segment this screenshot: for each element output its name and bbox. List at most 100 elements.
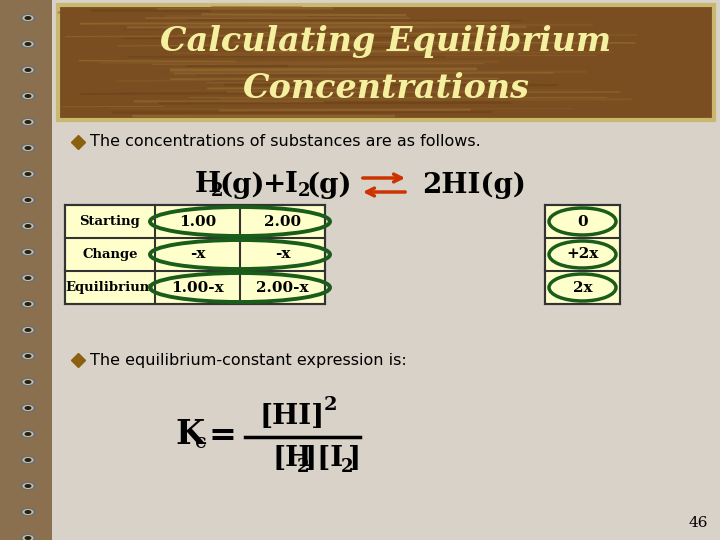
Text: H: H	[195, 172, 221, 199]
Ellipse shape	[20, 482, 36, 490]
Text: The concentrations of substances are as follows.: The concentrations of substances are as …	[90, 134, 481, 150]
Ellipse shape	[24, 328, 32, 332]
Ellipse shape	[24, 302, 32, 306]
Ellipse shape	[24, 354, 32, 358]
Ellipse shape	[20, 65, 36, 75]
Ellipse shape	[20, 300, 36, 308]
Text: 2.00: 2.00	[264, 214, 301, 228]
Text: 2: 2	[341, 458, 353, 476]
Text: ][I: ][I	[305, 446, 343, 472]
Ellipse shape	[20, 429, 36, 438]
Ellipse shape	[24, 406, 32, 410]
Ellipse shape	[22, 171, 34, 177]
Text: 2.00-x: 2.00-x	[256, 280, 309, 294]
Ellipse shape	[24, 250, 32, 254]
Ellipse shape	[20, 170, 36, 179]
Bar	[65, 205, 325, 304]
Ellipse shape	[20, 534, 36, 540]
Ellipse shape	[22, 457, 34, 463]
Ellipse shape	[20, 39, 36, 49]
Ellipse shape	[20, 326, 36, 334]
Text: Equilibrium: Equilibrium	[66, 281, 154, 294]
Text: 2: 2	[297, 458, 309, 476]
Ellipse shape	[22, 483, 34, 489]
Ellipse shape	[20, 221, 36, 231]
Bar	[545, 205, 620, 304]
Ellipse shape	[24, 458, 32, 462]
Ellipse shape	[24, 536, 32, 540]
Ellipse shape	[24, 276, 32, 280]
Text: c: c	[195, 434, 207, 453]
Ellipse shape	[22, 249, 34, 255]
Ellipse shape	[22, 327, 34, 333]
Text: I: I	[285, 172, 298, 199]
Ellipse shape	[24, 94, 32, 98]
Ellipse shape	[20, 91, 36, 100]
Ellipse shape	[24, 16, 32, 20]
Ellipse shape	[24, 68, 32, 72]
Ellipse shape	[22, 223, 34, 229]
Ellipse shape	[20, 377, 36, 387]
Ellipse shape	[24, 224, 32, 228]
Ellipse shape	[20, 456, 36, 464]
Text: K: K	[175, 418, 204, 451]
Ellipse shape	[22, 509, 34, 515]
Ellipse shape	[20, 14, 36, 23]
Ellipse shape	[22, 15, 34, 21]
Ellipse shape	[20, 247, 36, 256]
Text: =: =	[209, 418, 237, 451]
Ellipse shape	[20, 403, 36, 413]
Ellipse shape	[20, 508, 36, 516]
Text: 2: 2	[211, 182, 223, 200]
Ellipse shape	[22, 145, 34, 151]
Text: 46: 46	[688, 516, 708, 530]
Ellipse shape	[22, 301, 34, 307]
Ellipse shape	[24, 198, 32, 202]
Text: -x: -x	[190, 247, 205, 261]
Ellipse shape	[22, 379, 34, 385]
Text: (g): (g)	[306, 171, 351, 199]
Text: (g): (g)	[219, 171, 264, 199]
Ellipse shape	[20, 273, 36, 282]
Text: Change: Change	[82, 248, 138, 261]
Text: Concentrations: Concentrations	[243, 71, 529, 105]
Text: ]: ]	[348, 446, 361, 472]
Ellipse shape	[24, 380, 32, 384]
Text: [H: [H	[272, 446, 312, 472]
Ellipse shape	[20, 352, 36, 361]
Ellipse shape	[22, 93, 34, 99]
Ellipse shape	[22, 275, 34, 281]
Ellipse shape	[22, 535, 34, 540]
Ellipse shape	[20, 118, 36, 126]
Text: 1.00: 1.00	[179, 214, 216, 228]
Bar	[58, 5, 714, 120]
Text: [HI]: [HI]	[260, 403, 325, 430]
Ellipse shape	[24, 484, 32, 488]
Text: 2x: 2x	[572, 280, 593, 294]
Text: 0: 0	[577, 214, 588, 228]
Text: +: +	[263, 172, 287, 199]
Text: Calculating Equilibrium: Calculating Equilibrium	[161, 25, 611, 58]
Text: 2HI(g): 2HI(g)	[422, 171, 526, 199]
Ellipse shape	[20, 144, 36, 152]
Ellipse shape	[22, 405, 34, 411]
Ellipse shape	[22, 197, 34, 203]
Ellipse shape	[24, 120, 32, 124]
Bar	[0, 0, 52, 540]
Ellipse shape	[24, 146, 32, 150]
Ellipse shape	[24, 510, 32, 514]
Text: -x: -x	[275, 247, 290, 261]
Text: 2: 2	[324, 396, 337, 414]
Ellipse shape	[22, 41, 34, 47]
Ellipse shape	[24, 432, 32, 436]
Text: 1.00-x: 1.00-x	[171, 280, 224, 294]
Ellipse shape	[22, 119, 34, 125]
Ellipse shape	[22, 67, 34, 73]
Ellipse shape	[24, 172, 32, 176]
Text: The equilibrium-constant expression is:: The equilibrium-constant expression is:	[90, 353, 407, 368]
Text: +2x: +2x	[567, 247, 599, 261]
Ellipse shape	[22, 431, 34, 437]
Text: 2: 2	[298, 182, 310, 200]
Ellipse shape	[20, 195, 36, 205]
Ellipse shape	[24, 42, 32, 46]
